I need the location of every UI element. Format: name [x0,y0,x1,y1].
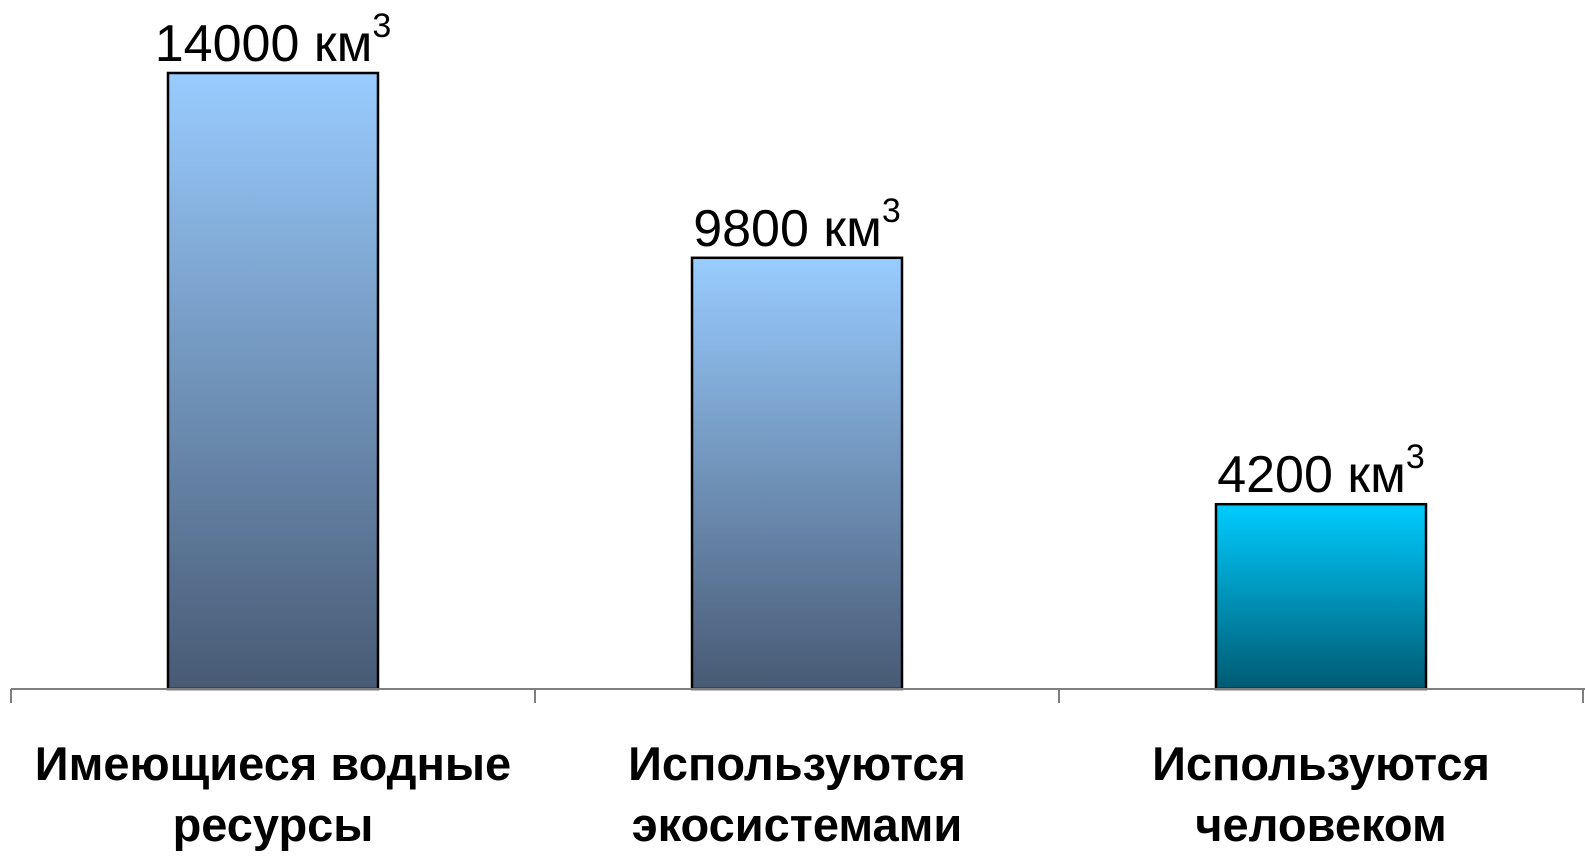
bars-group [166,71,1428,691]
bar-3 [1214,502,1428,691]
x-axis [10,688,1585,703]
bar-1 [166,71,380,691]
category-label-1: Имеющиеся водные ресурсы [34,737,512,851]
data-label-1: 14000 км3 [155,7,391,73]
data-label-2: 9800 км3 [693,192,901,258]
category-label-3: Используются человеком [1152,737,1490,851]
category-label-2: Используются экосистемами [628,737,966,851]
bar-2 [690,256,904,691]
data-label-3: 4200 км3 [1217,438,1425,504]
data-labels-group: 14000 км3 9800 км3 4200 км3 [155,7,1425,504]
